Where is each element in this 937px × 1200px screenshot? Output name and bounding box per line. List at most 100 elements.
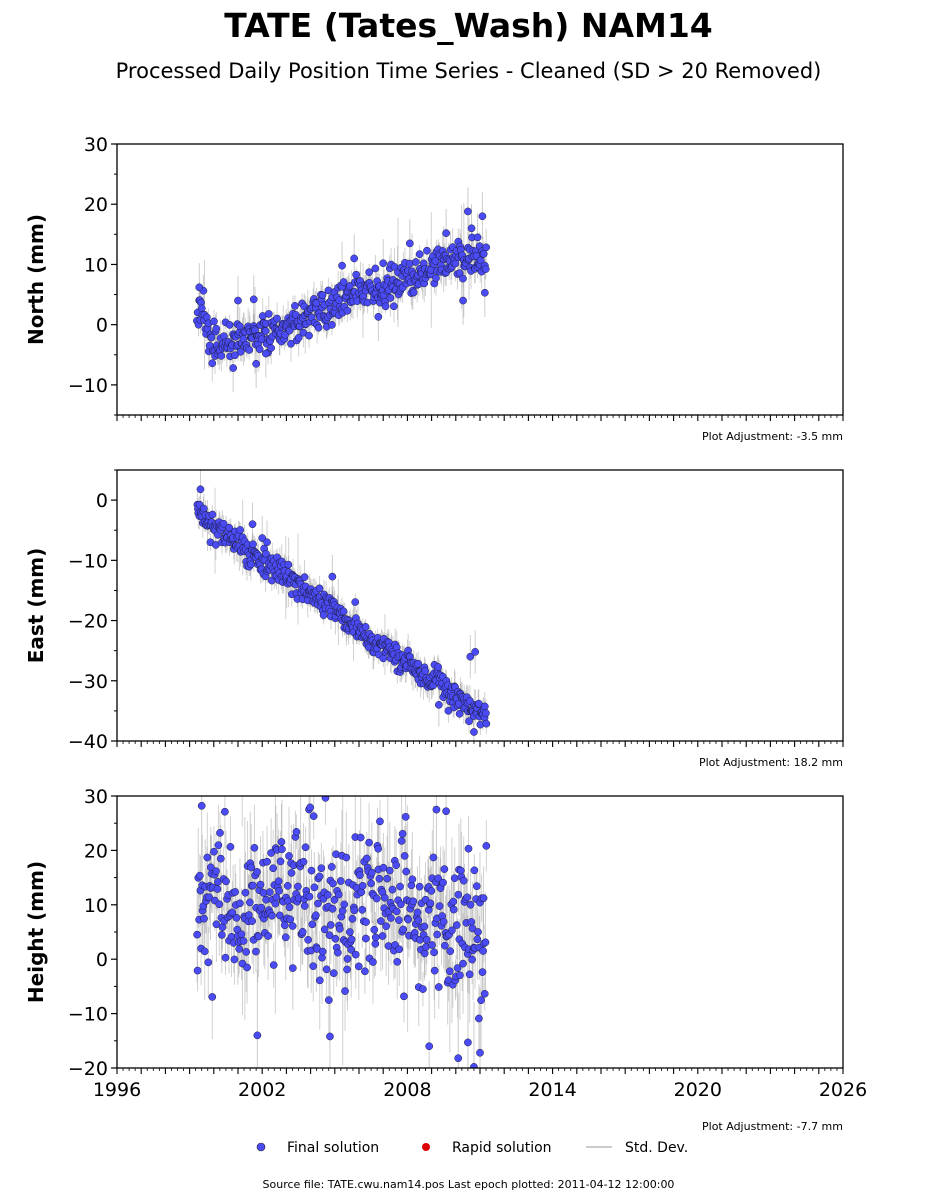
final-solution-point: [350, 254, 359, 263]
final-solution-point: [466, 652, 475, 661]
height-panel: −20 −10 0 10 20 30 1996 2002 2008 2014 2020 2026 Hei…: [24, 786, 867, 1133]
x-tick-label: 2008: [383, 1079, 431, 1101]
y-tick-label: 10: [84, 895, 108, 917]
final-solution-point: [247, 863, 256, 872]
final-solution-point: [292, 828, 301, 836]
final-solution-point: [464, 207, 472, 216]
final-solution-point: [338, 261, 346, 270]
final-solution-point: [325, 996, 333, 1004]
final-solution-point: [195, 283, 204, 292]
final-solution-point: [269, 864, 278, 873]
final-solution-point: [245, 911, 253, 919]
final-solution-point: [414, 659, 422, 668]
final-solution-point: [236, 347, 245, 356]
final-solution-point: [451, 259, 460, 268]
final-solution-point: [197, 304, 206, 313]
final-solution-point: [248, 520, 257, 529]
final-solution-point: [376, 817, 384, 826]
final-solution-point: [205, 893, 213, 902]
final-solution-point: [249, 881, 257, 890]
y-tick-label: −10: [68, 375, 108, 397]
final-solution-point: [216, 854, 225, 863]
plot-adjustment-label: Plot Adjustment: 18.2 mm: [699, 756, 843, 769]
final-solution-point: [449, 897, 458, 906]
final-solution-point: [318, 947, 327, 956]
final-solution-point: [482, 709, 490, 717]
final-solution-point: [413, 908, 422, 917]
final-solution-point: [371, 940, 380, 948]
final-solution-point: [411, 258, 420, 266]
final-solution-point: [397, 837, 406, 845]
final-solution-point: [409, 288, 418, 297]
final-solution-point: [432, 274, 440, 282]
final-solution-point: [473, 233, 482, 242]
final-solution-point: [392, 907, 401, 916]
final-solution-point: [243, 963, 251, 972]
final-solution-point: [343, 965, 351, 974]
final-solution-point: [235, 945, 244, 953]
final-solution-point: [305, 892, 314, 901]
final-solution-point: [450, 874, 459, 883]
final-solution-point: [482, 842, 491, 850]
final-solution-point: [226, 843, 235, 851]
final-solution-point: [400, 992, 408, 1001]
final-solution-point: [312, 911, 320, 920]
final-solution-point: [271, 899, 280, 908]
final-solution-points: [193, 796, 491, 1068]
final-solution-point: [448, 926, 456, 935]
final-solution-point: [434, 983, 443, 991]
final-solution-point: [390, 302, 398, 311]
final-solution-point: [335, 925, 344, 933]
final-solution-point: [415, 250, 424, 259]
final-solution-point: [253, 1031, 262, 1040]
final-solution-point: [347, 945, 356, 954]
final-solution-point: [370, 925, 379, 934]
final-solution-point: [361, 934, 370, 943]
final-solution-point: [207, 333, 216, 342]
legend: Final solution Rapid solution Std. Dev.: [256, 1140, 688, 1156]
final-solution-point: [454, 1054, 463, 1063]
final-solution-point: [212, 324, 221, 333]
final-solution-point: [305, 331, 313, 340]
final-solution-point: [301, 843, 310, 852]
y-axis-label: North (mm): [24, 214, 48, 345]
final-solution-point: [248, 917, 256, 925]
final-solution-point: [431, 257, 440, 265]
final-solution-point: [257, 903, 266, 912]
final-solution-point: [285, 326, 294, 335]
x-tick-label: 1996: [93, 1079, 141, 1101]
final-solution-point: [419, 985, 427, 993]
final-solution-point: [272, 893, 281, 902]
source-footer: Source file: TATE.cwu.nam14.pos Last epo…: [263, 1178, 675, 1191]
final-solution-point: [395, 945, 404, 954]
final-solution-point: [459, 296, 467, 305]
final-solution-point: [449, 905, 458, 914]
y-tick-label: 20: [84, 840, 108, 862]
final-solution-point: [472, 882, 481, 891]
final-solution-point: [193, 930, 201, 939]
final-solution-point: [306, 803, 314, 812]
figure-subtitle: Processed Daily Position Time Series - C…: [116, 59, 822, 83]
final-solution-point: [352, 270, 360, 279]
final-solution-point: [482, 243, 491, 252]
final-solution-point: [470, 728, 478, 736]
final-solution-point: [256, 880, 265, 889]
final-solution-point: [357, 888, 366, 897]
final-solution-point: [221, 807, 229, 816]
final-solution-point: [309, 962, 318, 971]
final-solution-point: [291, 302, 299, 310]
y-axis-label: East (mm): [24, 548, 48, 664]
final-solution-point: [367, 868, 376, 877]
final-solution-point: [346, 928, 354, 936]
east-panel: −40 −30 −20 −10 0 East (mm) Plot Adjustment: 1…: [24, 469, 844, 769]
final-solution-point: [383, 874, 391, 883]
final-solution-point: [267, 344, 275, 352]
final-solution-point: [327, 863, 336, 871]
final-solution-point: [314, 323, 323, 332]
final-solution-point: [208, 359, 217, 368]
final-solution-point: [354, 962, 363, 971]
final-solution-point: [216, 829, 224, 837]
final-solution-point: [331, 934, 340, 943]
final-solution-point: [444, 706, 453, 715]
